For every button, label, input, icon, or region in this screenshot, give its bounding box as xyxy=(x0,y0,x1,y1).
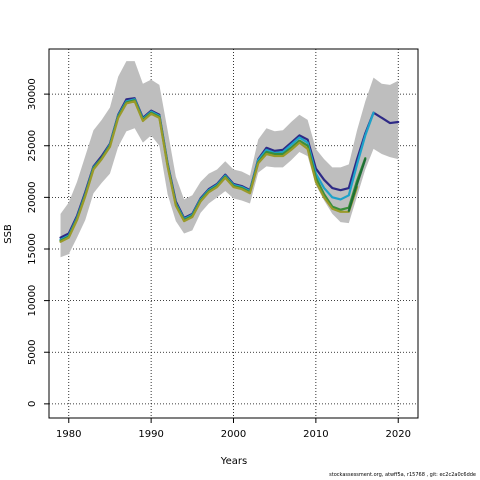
y-tick-label: 25000 xyxy=(27,130,38,162)
x-tick-label: 1980 xyxy=(56,429,81,440)
x-tick-label: 1990 xyxy=(138,429,163,440)
confidence-band xyxy=(60,61,399,258)
series-line-4 xyxy=(59,100,359,243)
x-tick-label: 2020 xyxy=(386,429,411,440)
y-tick-label: 20000 xyxy=(27,181,38,213)
series-line-5 xyxy=(347,158,367,212)
grid-lines xyxy=(49,49,418,418)
series-lines xyxy=(59,97,400,243)
x-axis: 1980 1990 2000 2010 2020 xyxy=(56,418,411,440)
y-axis-title: SSB xyxy=(3,224,14,244)
y-tick-label: 15000 xyxy=(27,233,38,265)
confidence-band-area xyxy=(60,61,399,258)
plot-frame xyxy=(48,48,419,419)
y-tick-label: 0 xyxy=(27,401,38,407)
y-axis: 0 5000 10000 15000 20000 25000 30000 xyxy=(27,78,49,407)
x-axis-title: Years xyxy=(220,456,247,467)
y-tick-label: 10000 xyxy=(27,285,38,317)
y-tick-label: 5000 xyxy=(27,340,38,365)
x-tick-label: 2010 xyxy=(303,429,328,440)
x-tick-label: 2000 xyxy=(221,429,246,440)
y-tick-label: 30000 xyxy=(27,78,38,110)
footer-credit: stockassessment.org, atwff5a, r15768 , g… xyxy=(329,472,476,478)
